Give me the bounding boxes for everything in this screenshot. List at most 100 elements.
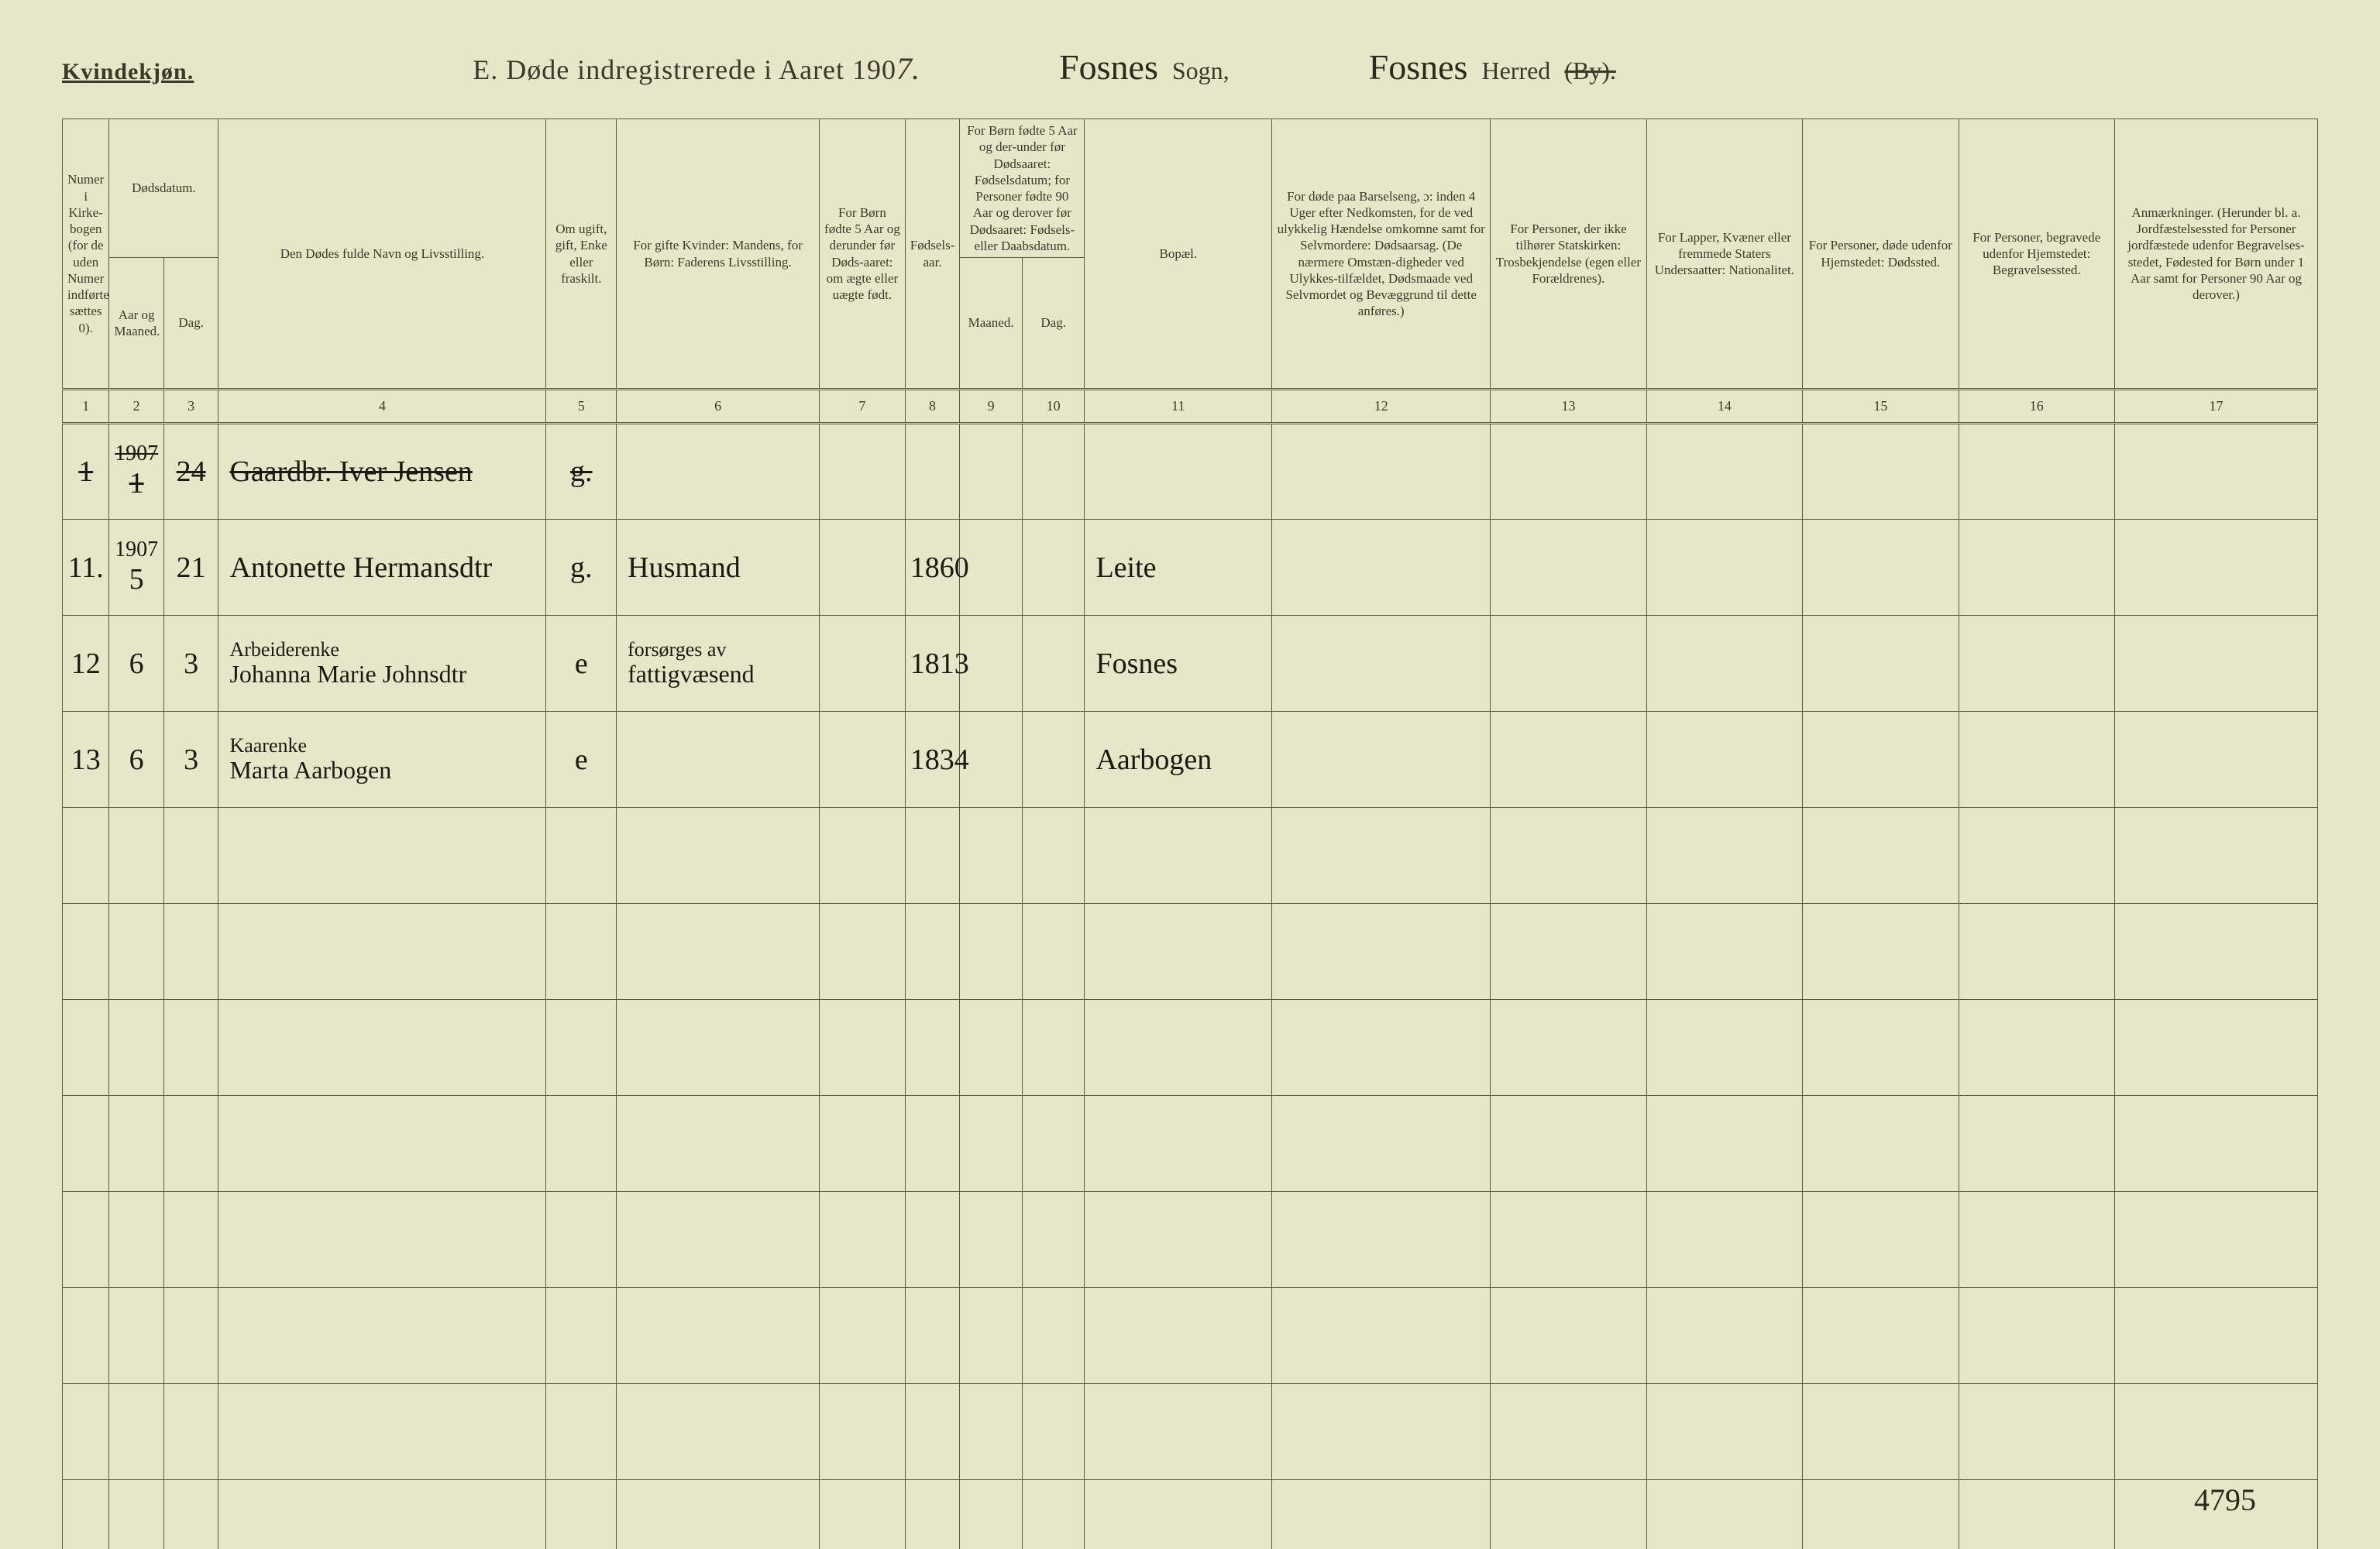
colnum: 10: [1022, 390, 1085, 424]
cell: [905, 1384, 960, 1480]
colnum: 3: [163, 390, 218, 424]
col-13: For Personer, der ikke tilhører Statskir…: [1491, 119, 1646, 390]
ledger-page: Kvindekjøn. E. Døde indregistrerede i Aa…: [0, 0, 2380, 1549]
cell: 3: [163, 712, 218, 808]
table-row-empty: [63, 1096, 2318, 1192]
cell: [2114, 808, 2317, 904]
title: E. Døde indregistrerede i Aaret 1907.: [473, 50, 920, 87]
cell: [218, 1480, 546, 1549]
cell: [960, 1384, 1023, 1480]
cell: [1491, 1096, 1646, 1192]
cell: [2114, 1288, 2317, 1384]
cell: [163, 904, 218, 1000]
cell: [63, 1096, 109, 1192]
table-body: 11907124Gaardbr. Iver Jenseng.11.1907521…: [63, 424, 2318, 1549]
cell: [820, 712, 906, 808]
cell: [1646, 424, 1802, 520]
cell: [1272, 1480, 1491, 1549]
cell: [1085, 1384, 1272, 1480]
cell: [1646, 904, 1802, 1000]
cell: 13: [63, 712, 109, 808]
cell: [1272, 808, 1491, 904]
cell: [1022, 520, 1085, 616]
cell: [617, 424, 820, 520]
cell: [905, 424, 960, 520]
sogn-block: Fosnes Sogn,: [1059, 46, 1230, 88]
cell: [1646, 1096, 1802, 1192]
cell: 1860: [905, 520, 960, 616]
cell: [63, 1000, 109, 1096]
cell: [218, 1192, 546, 1288]
cell: [1646, 616, 1802, 712]
colnum: 15: [1803, 390, 1959, 424]
cell: [1022, 1096, 1085, 1192]
cell: [820, 616, 906, 712]
cell: KaarenkeMarta Aarbogen: [218, 712, 546, 808]
cell: [960, 1096, 1023, 1192]
colnum: 7: [820, 390, 906, 424]
cell: [1646, 1192, 1802, 1288]
cell: [163, 1000, 218, 1096]
cell: [820, 520, 906, 616]
cell: [546, 808, 617, 904]
cell: [1491, 520, 1646, 616]
cell: [1085, 1480, 1272, 1549]
cell: [960, 808, 1023, 904]
cell: [1959, 1096, 2114, 1192]
col-9: Maaned.: [960, 258, 1023, 390]
cell: [1085, 1000, 1272, 1096]
cell: [1085, 424, 1272, 520]
cell: [905, 1000, 960, 1096]
table-row-empty: [63, 808, 2318, 904]
herred-block: Fosnes Herred (By).: [1369, 46, 1616, 88]
cell: e: [546, 712, 617, 808]
cell: [1959, 904, 2114, 1000]
cell: [63, 1192, 109, 1288]
colnum: 11: [1085, 390, 1272, 424]
cell: [617, 1480, 820, 1549]
cell: [1272, 1192, 1491, 1288]
cell: [905, 1096, 960, 1192]
sogn-label: Sogn,: [1172, 57, 1230, 85]
cell: [218, 1000, 546, 1096]
cell: [1803, 1384, 1959, 1480]
cell: [960, 520, 1023, 616]
cell: Aarbogen: [1085, 712, 1272, 808]
cell: [960, 1288, 1023, 1384]
colnum: 9: [960, 390, 1023, 424]
cell: [1959, 616, 2114, 712]
colnum: 13: [1491, 390, 1646, 424]
cell: [163, 1192, 218, 1288]
cell: [63, 1288, 109, 1384]
cell: [617, 904, 820, 1000]
cell: [1272, 1288, 1491, 1384]
cell: [960, 616, 1023, 712]
cell: [1491, 808, 1646, 904]
col-7: For Børn fødte 5 Aar og derunder før Død…: [820, 119, 906, 390]
cell: [1646, 1384, 1802, 1480]
cell: [218, 1096, 546, 1192]
cell: [1803, 1000, 1959, 1096]
footer-number: 4795: [2194, 1482, 2256, 1518]
table-row-empty: [63, 1000, 2318, 1096]
title-year-hand: 7.: [896, 51, 920, 86]
cell: [960, 1000, 1023, 1096]
cell: [109, 904, 164, 1000]
cell: [1022, 1192, 1085, 1288]
cell: [1022, 616, 1085, 712]
cell: [1491, 1192, 1646, 1288]
ledger-table: Numer i Kirke-bogen (for de uden Numer i…: [62, 118, 2318, 1549]
cell: Gaardbr. Iver Jensen: [218, 424, 546, 520]
cell: [960, 1192, 1023, 1288]
cell: [905, 904, 960, 1000]
col-5: Om ugift, gift, Enke eller fraskilt.: [546, 119, 617, 390]
col-17: Anmærkninger. (Herunder bl. a. Jordfæste…: [2114, 119, 2317, 390]
cell: [960, 424, 1023, 520]
cell: forsørges avfattigvæsend: [617, 616, 820, 712]
cell: [1803, 1192, 1959, 1288]
cell: [1022, 424, 1085, 520]
cell: [617, 1000, 820, 1096]
cell: [1022, 712, 1085, 808]
cell: [1272, 1384, 1491, 1480]
cell: g.: [546, 520, 617, 616]
